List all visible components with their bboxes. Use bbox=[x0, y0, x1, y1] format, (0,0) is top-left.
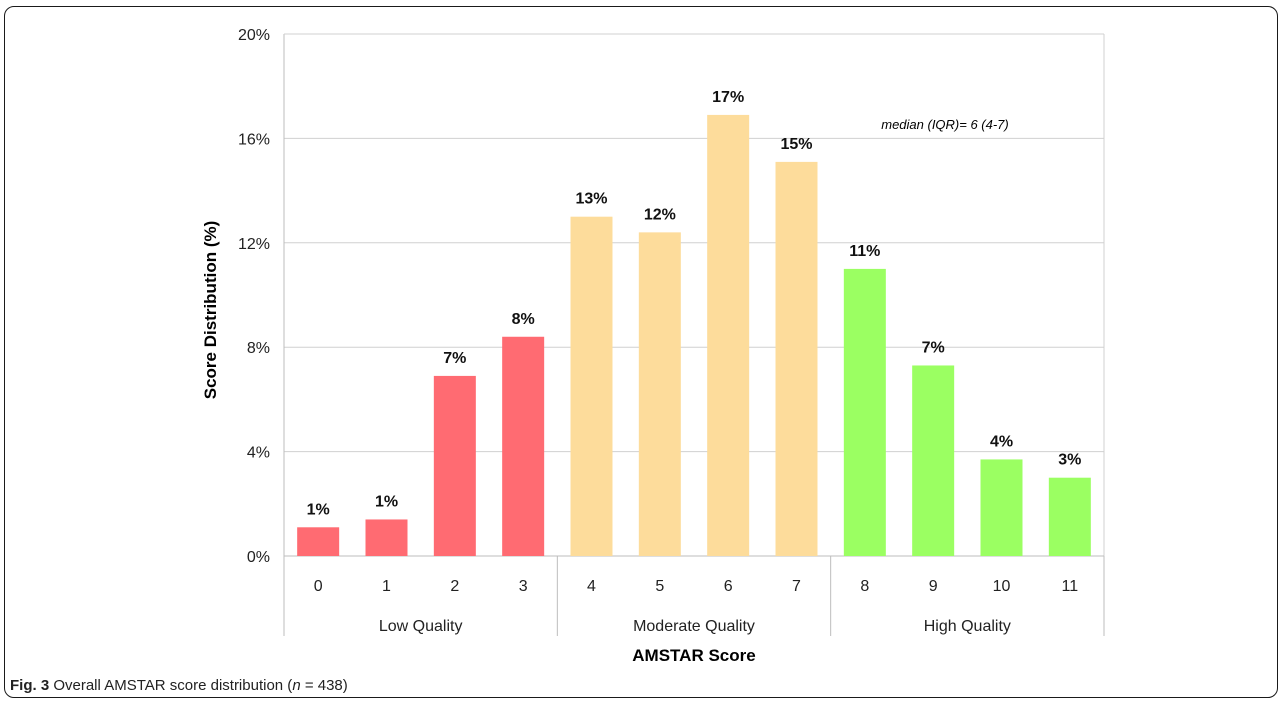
bar bbox=[775, 161, 818, 556]
bar bbox=[638, 232, 681, 557]
x-tick-label: 0 bbox=[314, 578, 323, 595]
x-tick-label: 8 bbox=[860, 578, 869, 595]
y-tick-label: 12% bbox=[238, 236, 270, 253]
data-label: 17% bbox=[712, 89, 744, 106]
x-tick-label: 5 bbox=[655, 578, 664, 595]
caption-count: = 438) bbox=[300, 677, 348, 694]
y-tick-label: 8% bbox=[247, 340, 270, 357]
bar bbox=[502, 336, 545, 556]
x-tick-label: 6 bbox=[724, 578, 733, 595]
x-tick-label: 4 bbox=[587, 578, 596, 595]
data-label: 7% bbox=[443, 350, 466, 367]
bar bbox=[570, 216, 613, 556]
bar bbox=[843, 268, 886, 556]
data-label: 1% bbox=[307, 501, 330, 518]
data-label: 8% bbox=[512, 311, 535, 328]
bar bbox=[1048, 477, 1091, 556]
data-label: 7% bbox=[922, 339, 945, 356]
bar bbox=[365, 519, 408, 556]
data-label: 13% bbox=[575, 191, 607, 208]
x-tick-label: 1 bbox=[382, 578, 391, 595]
figure-frame bbox=[4, 6, 1278, 698]
figure-caption: Fig. 3 Overall AMSTAR score distribution… bbox=[10, 677, 348, 694]
y-tick-label: 0% bbox=[247, 549, 270, 566]
data-label: 12% bbox=[644, 206, 676, 223]
group-label: Moderate Quality bbox=[633, 618, 755, 635]
x-tick-label: 10 bbox=[993, 578, 1011, 595]
x-axis-label: AMSTAR Score bbox=[632, 646, 755, 665]
x-tick-label: 11 bbox=[1062, 578, 1079, 595]
bar bbox=[297, 527, 340, 556]
x-tick-label: 9 bbox=[929, 578, 938, 595]
data-label: 3% bbox=[1058, 452, 1081, 469]
y-tick-label: 20% bbox=[238, 27, 270, 44]
group-label: Low Quality bbox=[379, 618, 463, 635]
x-tick-label: 7 bbox=[792, 578, 801, 595]
figure-number: Fig. 3 bbox=[10, 677, 50, 694]
data-label: 4% bbox=[990, 433, 1013, 450]
bar bbox=[707, 114, 750, 556]
bar bbox=[433, 375, 476, 556]
y-axis-label: Score Distribution (%) bbox=[201, 221, 220, 400]
bar bbox=[912, 365, 955, 556]
gridlines bbox=[283, 33, 1105, 636]
x-tick-label: 2 bbox=[450, 578, 459, 595]
y-tick-label: 4% bbox=[247, 445, 270, 462]
ticks: 0% 4% 8% 12% 16% 20% 0 1 2 3 4 5 6 7 8 9 10 11 Low Quality… bbox=[238, 27, 1078, 635]
bar bbox=[980, 459, 1023, 556]
y-tick-label: 16% bbox=[238, 131, 270, 148]
caption-n-symbol: n bbox=[292, 677, 301, 694]
data-label: 11% bbox=[849, 243, 880, 260]
group-label: High Quality bbox=[924, 618, 1011, 635]
data-label: 15% bbox=[780, 136, 812, 153]
data-label: 1% bbox=[375, 493, 398, 510]
bars: 1% 1% 7% 8% 13% 12% 17% 15% 11% 7% 4% 3% bbox=[297, 89, 1091, 557]
median-annotation: median (IQR)= 6 (4-7) bbox=[881, 117, 1009, 132]
caption-text: Overall AMSTAR score distribution ( bbox=[49, 677, 293, 694]
x-tick-label: 3 bbox=[519, 578, 528, 595]
